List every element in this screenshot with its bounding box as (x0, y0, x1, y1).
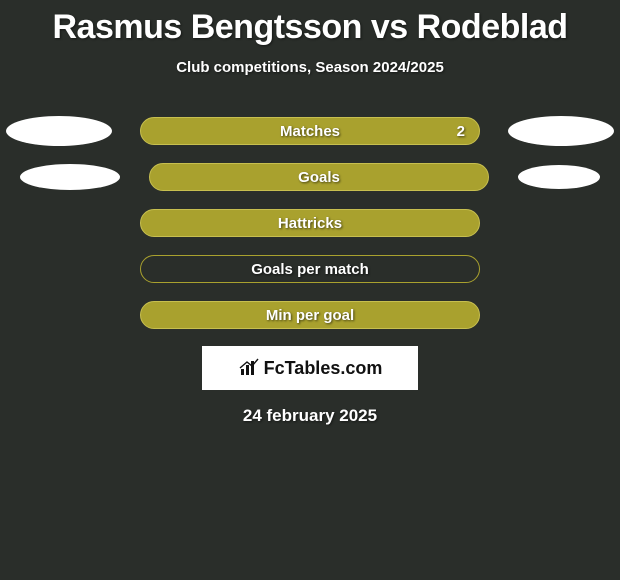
chart-icon (238, 357, 260, 379)
stat-row: Matches 2 (0, 116, 620, 146)
date-text: 24 february 2025 (0, 406, 620, 426)
stat-bar: Min per goal (140, 301, 480, 329)
subtitle: Club competitions, Season 2024/2025 (0, 59, 620, 76)
stat-row: Goals per match (0, 254, 620, 284)
left-ellipse (6, 116, 112, 146)
stat-bar: Hattricks (140, 209, 480, 237)
stat-label: Goals per match (251, 261, 369, 278)
bar-wrap: Goals (120, 163, 518, 191)
stat-row: Goals (0, 162, 620, 192)
bar-wrap: Hattricks (106, 209, 514, 237)
stat-bar: Goals per match (140, 255, 480, 283)
stat-row: Hattricks (0, 208, 620, 238)
stat-label: Goals (298, 169, 340, 186)
stats-container: Matches 2 Goals Hattricks Goals per match Min… (0, 116, 620, 330)
stat-label: Min per goal (266, 307, 354, 324)
stat-label: Matches (280, 123, 340, 140)
bar-wrap: Min per goal (106, 301, 514, 329)
left-ellipse (20, 164, 120, 190)
brand-text: FcTables.com (264, 358, 383, 379)
stat-label: Hattricks (278, 215, 342, 232)
stat-row: Min per goal (0, 300, 620, 330)
right-ellipse (508, 116, 614, 146)
stat-value: 2 (457, 123, 465, 140)
page-title: Rasmus Bengtsson vs Rodeblad (0, 8, 620, 47)
bar-wrap: Matches 2 (112, 117, 508, 145)
bar-wrap: Goals per match (106, 255, 514, 283)
brand-box: FcTables.com (202, 346, 418, 390)
stat-bar: Goals (149, 163, 489, 191)
stat-bar: Matches 2 (140, 117, 480, 145)
right-ellipse (518, 165, 600, 189)
